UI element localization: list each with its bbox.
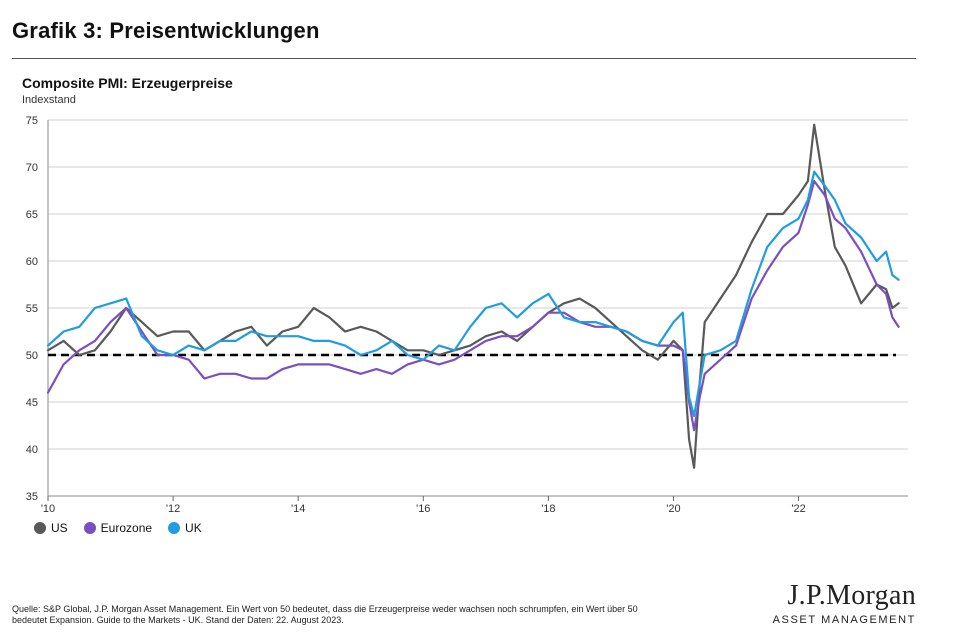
x-tick-label-2018: '18 xyxy=(541,503,555,515)
page-title: Grafik 3: Preisentwicklungen xyxy=(12,18,320,43)
y-tick-label-65: 65 xyxy=(26,209,38,221)
jpmorgan-logo: J.P.Morgan ASSET MANAGEMENT xyxy=(773,580,916,626)
series-line-us xyxy=(46,123,900,469)
chart-legend: US Eurozone UK xyxy=(34,521,202,535)
series-line-eurozone xyxy=(46,180,900,432)
legend-item-us: US xyxy=(34,521,68,535)
legend-label-us: US xyxy=(51,521,68,535)
chart-title: Composite PMI: Erzeugerpreise xyxy=(22,75,233,91)
series-line-uk xyxy=(46,170,900,418)
x-tick-label-2022: '22 xyxy=(791,503,805,515)
source-note-line-1: Quelle: S&P Global, J.P. Morgan Asset Ma… xyxy=(12,604,638,614)
logo-name: J.P.Morgan xyxy=(787,580,916,611)
y-tick-label-45: 45 xyxy=(26,397,38,409)
chart-series xyxy=(46,123,900,469)
legend-item-eurozone: Eurozone xyxy=(83,521,153,535)
legend-swatch-uk xyxy=(168,522,181,534)
title-divider xyxy=(12,58,916,59)
x-tick-label-2020: '20 xyxy=(666,503,680,515)
legend-item-uk: UK xyxy=(168,521,202,535)
x-tick-label-2010: '10 xyxy=(41,503,55,515)
source-note: Quelle: S&P Global, J.P. Morgan Asset Ma… xyxy=(12,604,772,626)
y-tick-label-55: 55 xyxy=(26,303,38,315)
chart-gridlines xyxy=(47,119,908,497)
y-tick-label-75: 75 xyxy=(26,115,38,127)
legend-swatch-eurozone xyxy=(83,522,96,534)
legend-swatch-us xyxy=(34,522,46,534)
x-tick-label-2012: '12 xyxy=(166,503,180,515)
y-tick-label-40: 40 xyxy=(26,444,38,456)
legend-label-uk: UK xyxy=(185,521,202,535)
chart-x-ticks: '10 '12 '14 '16 '18 '20 '22 xyxy=(41,496,806,515)
y-tick-label-50: 50 xyxy=(26,350,38,362)
y-tick-label-35: 35 xyxy=(26,491,38,503)
x-tick-label-2016: '16 xyxy=(416,503,430,515)
chart-y-axis-label: Indexstand xyxy=(22,94,76,106)
x-tick-label-2014: '14 xyxy=(291,503,305,515)
legend-label-eurozone: Eurozone xyxy=(100,521,153,535)
source-note-line-2: bedeutet Expansion. Guide to the Markets… xyxy=(12,615,344,625)
y-tick-label-60: 60 xyxy=(26,256,38,268)
y-tick-label-70: 70 xyxy=(26,162,38,174)
logo-subtitle: ASSET MANAGEMENT xyxy=(772,614,916,626)
chart-y-ticks: 35 40 45 50 55 60 65 70 75 xyxy=(26,115,38,503)
